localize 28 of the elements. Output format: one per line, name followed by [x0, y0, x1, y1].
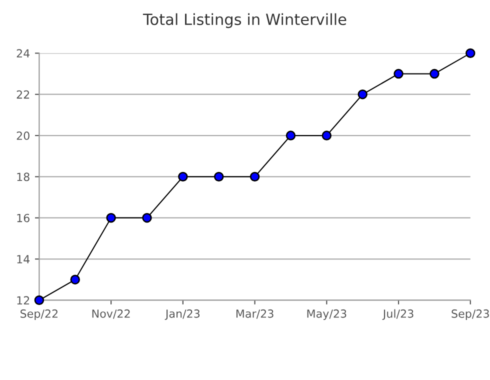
y-tick-label: 16	[17, 214, 30, 222]
point	[250, 172, 260, 182]
chart-title: Total Listings in Winterville	[142, 13, 346, 28]
point	[394, 68, 404, 79]
point	[70, 274, 80, 284]
x-tick-label: Jan/23	[164, 309, 200, 320]
point	[286, 130, 296, 140]
x-tick-label: Sep/23	[452, 309, 489, 320]
point	[430, 68, 440, 79]
y-tick-label: 12	[17, 296, 30, 304]
point	[322, 130, 332, 140]
point	[466, 48, 476, 58]
x-tick-label: Nov/22	[92, 309, 130, 319]
point	[142, 213, 152, 223]
point	[34, 295, 44, 306]
point	[106, 213, 116, 223]
point	[178, 172, 188, 182]
x-tick-label: Jul/23	[382, 309, 414, 320]
x-tick-label: Mar/23	[236, 309, 274, 319]
y-tick-label: 18	[17, 172, 30, 182]
point	[214, 172, 224, 182]
y-tick-label: 20	[16, 132, 30, 140]
point	[358, 90, 368, 100]
x-tick-label: May/23	[307, 309, 346, 320]
y-tick-label: 14	[17, 255, 30, 264]
y-tick-label: 24	[16, 49, 30, 58]
x-tick-label: Sep/22	[20, 309, 58, 320]
y-tick-label: 22	[16, 90, 30, 99]
